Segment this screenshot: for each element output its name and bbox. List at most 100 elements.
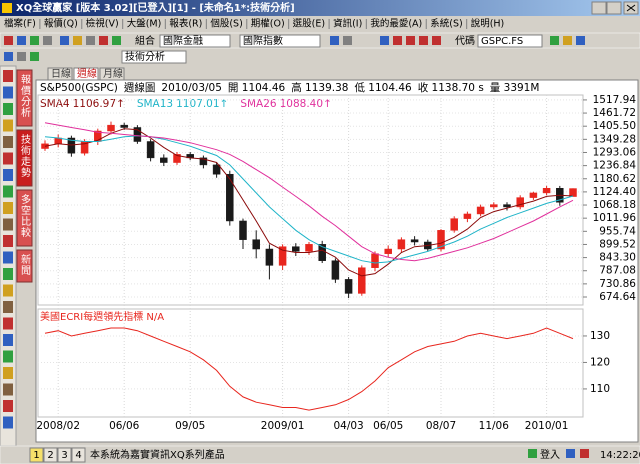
strip-icon[interactable] [3, 416, 13, 429]
strip-icon[interactable] [3, 218, 13, 231]
tool-icon[interactable] [550, 36, 559, 45]
sheet-tab[interactable] [43, 447, 58, 463]
candle-body [133, 127, 142, 142]
tool-icon[interactable] [563, 36, 572, 45]
strip-icon[interactable] [3, 251, 13, 264]
menu-item[interactable]: 個股(S) [210, 18, 242, 30]
legend-name: SMA13 [137, 98, 173, 110]
tool-icon[interactable] [30, 36, 39, 45]
strip-icon[interactable] [3, 185, 13, 198]
side-tab[interactable] [16, 129, 33, 187]
strip-icon[interactable] [3, 152, 13, 165]
y-tick-label: 787.08 [599, 265, 636, 277]
tool-icon[interactable] [4, 52, 13, 61]
sheet-tab[interactable] [71, 447, 86, 463]
header-field: S&P500(GSPC) [40, 82, 118, 94]
menu-item[interactable]: 我的最愛(A) [370, 18, 422, 30]
tool-icon[interactable] [576, 36, 585, 45]
list-dropdown[interactable] [239, 34, 321, 48]
y-tick-label: 730.86 [599, 278, 636, 290]
strip-icon[interactable] [3, 86, 13, 99]
menu-item[interactable]: 選股(E) [293, 19, 325, 30]
tool-icon[interactable] [432, 36, 441, 45]
candle-body [542, 187, 551, 194]
x-tick-label: 2010/01 [525, 420, 569, 432]
strip-icon[interactable] [3, 317, 13, 330]
group-dropdown[interactable] [159, 34, 231, 48]
tool-icon[interactable] [17, 52, 26, 61]
x-tick-label: 09/05 [175, 420, 205, 432]
menu-item[interactable]: 檢視(V) [86, 18, 119, 30]
y-tick-label: 1293.06 [593, 146, 637, 158]
y-tick-label: 1011.96 [593, 212, 637, 224]
strip-icon[interactable] [3, 284, 13, 297]
tool-icon[interactable] [86, 36, 95, 45]
strip-icon[interactable] [3, 169, 13, 181]
minimize-button[interactable] [591, 1, 607, 15]
sheet-tab[interactable] [57, 447, 72, 463]
strip-icon[interactable] [3, 268, 13, 280]
strip-icon[interactable] [3, 235, 13, 247]
side-tab-label: 報價分析 [19, 74, 31, 118]
group-label: 組合 [135, 34, 155, 47]
header-field: 2010/03/05 [161, 82, 222, 94]
code-input[interactable] [477, 34, 543, 48]
tool-icon[interactable] [330, 36, 339, 45]
menu-item[interactable]: 報表(R) [169, 18, 202, 30]
status-icon [580, 449, 589, 458]
candle-body [437, 230, 445, 250]
status-bar [0, 445, 640, 464]
y-tick-label: 1124.40 [593, 186, 636, 198]
tool-icon[interactable] [17, 36, 26, 45]
strip-icon[interactable] [3, 202, 13, 214]
candle-body [67, 137, 76, 154]
strip-icon[interactable] [3, 334, 13, 346]
strip-icon[interactable] [3, 367, 13, 379]
tool-icon[interactable] [73, 36, 82, 45]
sheet-tab[interactable] [29, 447, 44, 463]
side-tab[interactable] [16, 189, 33, 247]
strip-icon[interactable] [3, 350, 13, 363]
tool-icon[interactable] [380, 36, 389, 45]
side-tab-label: 多空比較 [19, 193, 31, 238]
tool-icon[interactable] [4, 36, 13, 45]
list-value: 國際指數 [243, 34, 283, 47]
strip-icon[interactable] [3, 103, 13, 115]
tool-icon[interactable] [43, 36, 52, 45]
tool-icon[interactable] [99, 36, 108, 45]
tool-icon[interactable] [60, 36, 69, 45]
period-tab-label: 月線 [103, 67, 123, 80]
strip-icon[interactable] [3, 136, 13, 148]
lower-title: 美國ECRI每週領先指標 N/A [40, 310, 164, 323]
status-icon [566, 449, 575, 458]
maximize-button[interactable] [606, 1, 622, 15]
strip-icon[interactable] [3, 70, 13, 82]
view-dropdown[interactable] [121, 50, 187, 64]
legend-value: 1088.40↑ [280, 98, 332, 110]
tool-icon[interactable] [419, 36, 428, 45]
candle-body [292, 246, 300, 252]
menu-item[interactable]: 系統(S) [430, 18, 462, 30]
menu-item[interactable]: 報價(Q) [44, 18, 78, 30]
strip-icon[interactable] [3, 400, 13, 412]
side-tab[interactable] [16, 69, 33, 127]
menu-item[interactable]: 說明(H) [471, 18, 505, 30]
strip-icon[interactable] [3, 119, 13, 132]
tool-icon[interactable] [343, 36, 352, 45]
menu-item[interactable]: 檔案(F) [4, 18, 36, 30]
strip-icon[interactable] [3, 301, 13, 313]
side-tab[interactable] [16, 249, 33, 283]
menu-item[interactable]: 期權(O) [251, 18, 285, 30]
strip-icon[interactable] [3, 383, 13, 396]
tool-icon[interactable] [406, 36, 415, 45]
tool-icon[interactable] [393, 36, 402, 45]
menu-item[interactable]: 資訊(I) [333, 18, 362, 30]
tool-icon[interactable] [112, 36, 121, 45]
menu-item[interactable]: 大盤(M) [127, 18, 162, 30]
login-status[interactable]: 登入 [540, 448, 560, 461]
tool-icon[interactable] [30, 52, 39, 61]
y-tick-label: 674.64 [599, 291, 636, 303]
x-tick-label: 2009/01 [261, 420, 305, 432]
